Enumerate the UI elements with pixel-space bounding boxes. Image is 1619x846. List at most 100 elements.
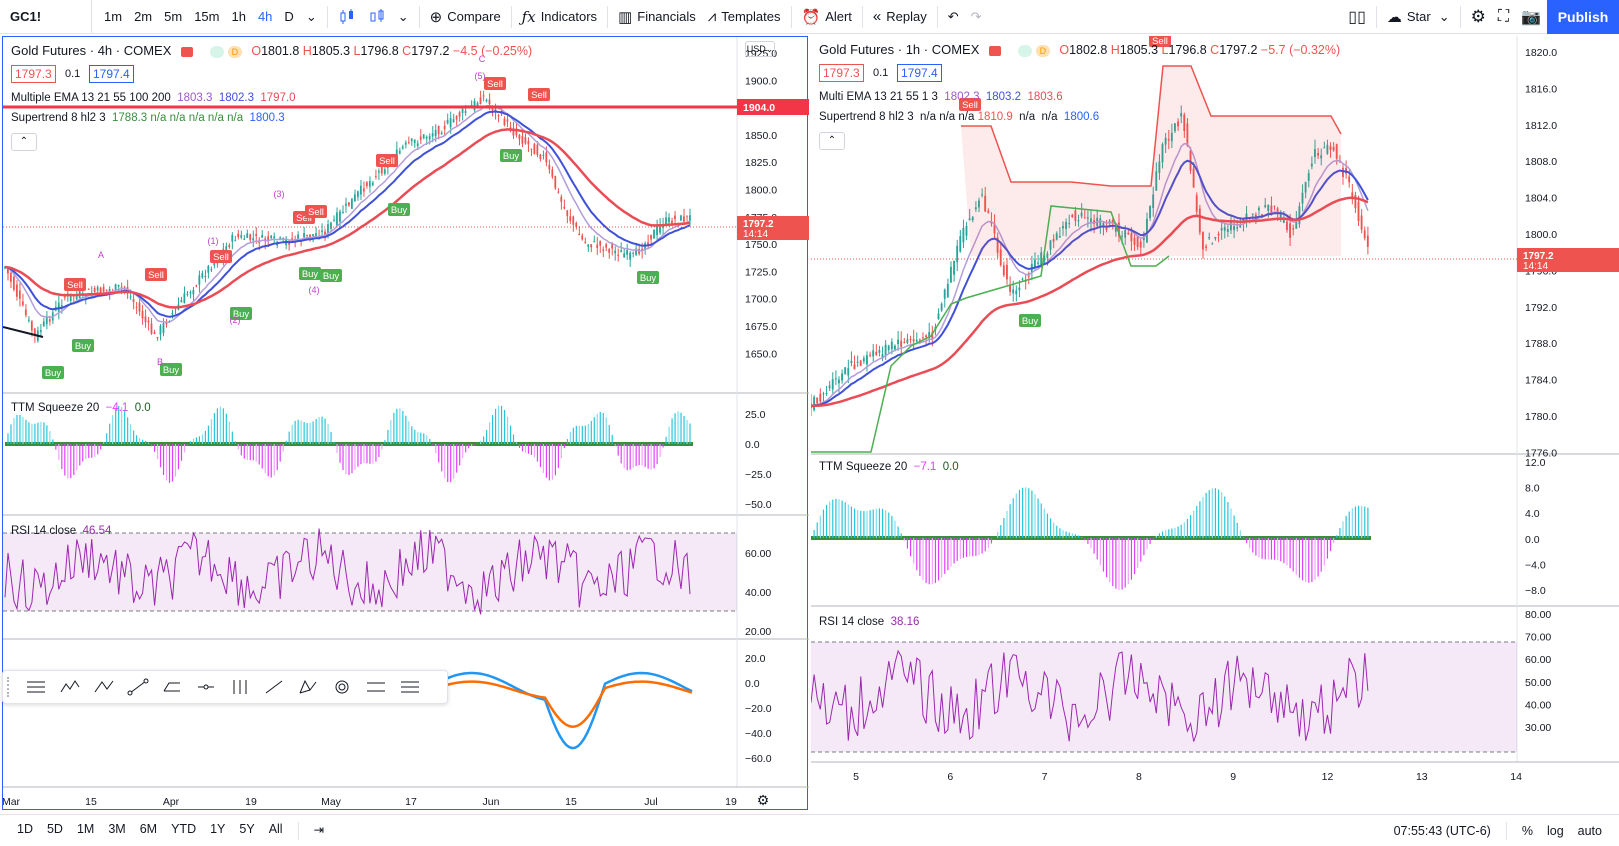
settings-gear-icon[interactable]: ⚙ (1470, 6, 1486, 26)
candle-body (536, 144, 539, 155)
layout-icon[interactable]: ▯▯ (1348, 8, 1366, 26)
interval-2m[interactable]: 2m (134, 9, 153, 24)
spiral-tool-icon[interactable] (325, 672, 359, 702)
financials-button[interactable]: ▥ Financials (618, 8, 696, 26)
interval-4h[interactable]: 4h (257, 9, 273, 24)
candle-body (1295, 220, 1298, 229)
ema-legend[interactable]: Multiple EMA 13 21 55 100 200 1803.3 180… (11, 92, 296, 104)
chart-canvas-1h[interactable]: 1820.01816.01812.01808.01804.01800.01796… (811, 36, 1619, 810)
collapse-legend-button[interactable]: ⌃ (11, 133, 37, 151)
interval-1m[interactable]: 1m (104, 9, 123, 24)
candle-body (680, 215, 682, 221)
range-6M[interactable]: 6M (139, 821, 158, 836)
star-dropdown-icon: ⌄ (1438, 8, 1450, 24)
clock-timezone[interactable]: 07:55:43 (UTC-6) (1393, 823, 1491, 838)
horizontal-lines-tool-icon[interactable] (19, 672, 53, 702)
rsi-legend-1h[interactable]: RSI 14 close 38.16 (819, 616, 920, 628)
flag-icon[interactable] (180, 46, 193, 57)
vertical-lines-tool-icon[interactable] (223, 672, 257, 702)
candle-body (1161, 144, 1164, 163)
trend-line-tool-icon[interactable] (121, 672, 155, 702)
log-toggle[interactable]: log (1546, 823, 1564, 838)
range-tool-icon[interactable] (393, 672, 427, 702)
collapse-legend-button[interactable]: ⌃ (819, 132, 845, 150)
candle-body (12, 276, 15, 290)
buy-price-button[interactable]: 1797.4 (89, 65, 134, 83)
chart-pane-1h[interactable]: 1820.01816.01812.01808.01804.01800.01796… (811, 36, 1619, 810)
range-3M[interactable]: 3M (108, 821, 126, 836)
redo-icon[interactable]: ↷ (970, 8, 982, 24)
star-button[interactable]: ☁ Star ⌄ (1386, 8, 1450, 26)
channel-tool-icon[interactable] (359, 672, 393, 702)
percent-toggle[interactable]: % (1521, 823, 1533, 838)
range-1D[interactable]: 1D (17, 821, 33, 836)
undo-icon[interactable]: ↶ (947, 8, 959, 24)
interval-dropdown-icon[interactable]: ⌄ (305, 8, 317, 24)
range-1Y[interactable]: 1Y (210, 821, 226, 836)
candle-body (584, 241, 587, 243)
rsi-legend[interactable]: RSI 14 close 46.54 (11, 525, 112, 537)
rewind-icon: « (872, 8, 882, 25)
candle-body (530, 148, 533, 150)
abc-pattern-tool-icon[interactable] (87, 672, 121, 702)
ema-slow-line (4, 128, 691, 309)
range-1M[interactable]: 1M (76, 821, 95, 836)
publish-button[interactable]: Publish (1547, 0, 1619, 34)
ttm-legend[interactable]: TTM Squeeze 20 −4.1 0.0 (11, 402, 151, 414)
candle-body (15, 284, 18, 297)
range-All[interactable]: All (268, 821, 283, 836)
auto-toggle[interactable]: auto (1577, 823, 1602, 838)
buy-signal (42, 366, 64, 379)
candle-body (1139, 241, 1142, 248)
line-tool-icon[interactable] (257, 672, 291, 702)
symbol-search[interactable]: GC1! (0, 0, 92, 34)
sell-price-button[interactable]: 1797.3 (11, 65, 56, 83)
drag-handle[interactable] (7, 677, 15, 697)
candle-body (1304, 181, 1307, 193)
candles-chart-type-icon[interactable] (332, 0, 362, 34)
buy-signal (500, 149, 522, 162)
candle-body (1326, 144, 1329, 154)
chart-canvas-4h[interactable]: 1925.01900.01875.01850.01825.01800.01775… (3, 37, 809, 811)
elliott-wave-tool-icon[interactable] (53, 672, 87, 702)
sell-price-button[interactable]: 1797.3 (819, 64, 864, 82)
ray-tool-icon[interactable] (189, 672, 223, 702)
indicators-button[interactable]: ƒx Indicators (521, 7, 598, 26)
pattern-tool-icon[interactable] (291, 672, 325, 702)
interval-5m[interactable]: 5m (164, 9, 183, 24)
interval-1h[interactable]: 1h (231, 9, 246, 24)
compare-button[interactable]: ⊕ Compare (429, 8, 501, 26)
flag-icon[interactable] (988, 45, 1001, 56)
candle-body (1217, 233, 1220, 236)
go-to-date-icon[interactable]: ⇥ (313, 822, 325, 837)
interval-15m[interactable]: 15m (194, 9, 220, 24)
camera-icon[interactable]: 📷 (1521, 8, 1541, 26)
range-5D[interactable]: 5D (46, 821, 63, 836)
templates-button[interactable]: ⩘ Templates (707, 8, 781, 25)
cloud-icon: ☁ (1386, 8, 1402, 26)
indicator-tick-label: 50.00 (1525, 677, 1551, 689)
fib-channel-tool-icon[interactable] (155, 672, 189, 702)
buy-price-button[interactable]: 1797.4 (897, 64, 942, 82)
price-tick-label: 1800.0 (745, 185, 777, 197)
delayed-d-icon: D (1035, 44, 1050, 57)
candle-body (875, 351, 878, 355)
top-toolbar: GC1! 1m 2m 5m 15m 1h 4h D ⌄ ⌄ ⊕ Compare ƒ… (0, 0, 1619, 34)
replay-button[interactable]: «Replay (872, 8, 927, 25)
chart-type-dropdown-icon[interactable]: ⌄ (397, 8, 409, 24)
supertrend-legend-1h[interactable]: Supertrend 8 hl2 3 n/a n/a n/a 1810.9 n/… (819, 111, 1100, 123)
range-YTD[interactable]: YTD (171, 821, 197, 836)
interval-D[interactable]: D (284, 9, 294, 24)
supertrend-up-line (811, 205, 1170, 453)
ttm-legend-1h[interactable]: TTM Squeeze 20 −7.1 0.0 (819, 461, 959, 473)
candle-body (437, 126, 440, 135)
bars-chart-type-icon[interactable] (362, 0, 392, 34)
alert-button[interactable]: ⏰ Alert (801, 8, 852, 26)
fullscreen-icon[interactable]: ⛶ (1497, 7, 1510, 25)
ema-legend-1h[interactable]: Multi EMA 13 21 55 1 3 1802.3 1803.2 180… (819, 91, 1063, 103)
candle-body (210, 269, 213, 271)
candle-body (204, 276, 207, 278)
supertrend-legend[interactable]: Supertrend 8 hl2 3 1788.3 n/a n/a n/a n/… (11, 112, 285, 124)
currency-selector[interactable]: USD⌄ (745, 41, 775, 57)
range-5Y[interactable]: 5Y (239, 821, 255, 836)
